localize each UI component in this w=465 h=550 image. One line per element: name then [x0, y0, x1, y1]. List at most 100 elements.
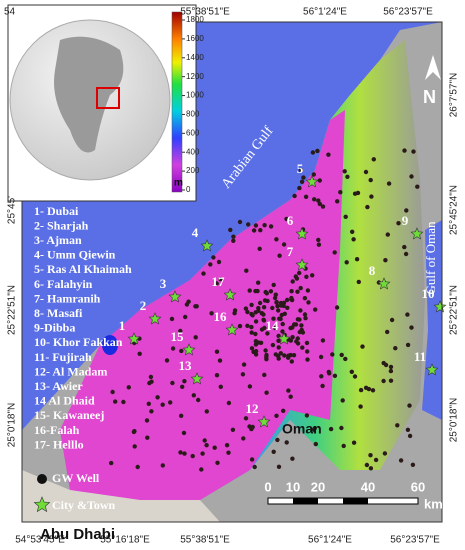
scale-bar [267, 497, 419, 505]
gw-well [217, 358, 223, 363]
marker-number: 16 [214, 309, 228, 324]
gw-well [237, 219, 243, 225]
coord-label: 55°16'18"E [100, 535, 150, 546]
gw-well [218, 277, 223, 282]
place-entry: 12- Al Madam [34, 364, 107, 378]
place-entry: 1- Dubai [34, 204, 79, 218]
north-arrow [425, 55, 441, 80]
gw-well [276, 345, 281, 350]
coord-label: 54 [4, 7, 16, 18]
elevation-tick-label: 400 [186, 147, 200, 156]
scale-tick-label: 10 [286, 479, 300, 494]
gw-well [183, 314, 188, 320]
gw-well [148, 374, 154, 380]
place-entry: 11- Fujirah [34, 350, 92, 364]
gw-well [201, 271, 206, 276]
gw-well [168, 400, 173, 405]
gw-well [273, 292, 278, 297]
gw-well [170, 380, 175, 386]
gw-well [274, 413, 279, 418]
gw-well [385, 329, 390, 335]
city-star [200, 239, 214, 252]
symbol-label: GW Well [52, 471, 100, 485]
gw-well [277, 253, 282, 258]
elevation-tick-label: 1000 [186, 91, 204, 100]
gw-well [180, 384, 185, 389]
gw-well [293, 274, 298, 279]
gw-well [358, 404, 363, 409]
gw-well [149, 409, 154, 414]
gw-well [241, 362, 247, 367]
gw-well [202, 438, 207, 443]
gw-well [204, 409, 209, 414]
place-entry: 13- Awier [34, 379, 83, 393]
gw-well [196, 397, 201, 403]
marker-number: 6 [287, 213, 294, 228]
city-star [257, 415, 271, 428]
gw-well [275, 303, 280, 309]
gw-well [258, 228, 263, 233]
gw-well [278, 351, 283, 356]
elevation-tick-label: 1400 [186, 53, 204, 62]
scale-bar-segment [293, 498, 318, 504]
city-star [223, 288, 237, 301]
gw-well [310, 150, 316, 155]
gw-well [320, 338, 326, 343]
gw-well [349, 369, 354, 374]
city-star [305, 175, 319, 188]
marker-number: 13 [179, 358, 193, 373]
gw-well [407, 403, 412, 408]
gw-well [181, 430, 187, 436]
gw-well [249, 457, 255, 462]
city-star [190, 372, 204, 385]
gw-well [249, 302, 254, 308]
gw-well [216, 259, 222, 265]
gw-well [132, 444, 137, 449]
gw-well [286, 353, 291, 358]
elevation-tick-label: 1200 [186, 72, 204, 81]
marker-number: 2 [140, 298, 147, 313]
gw-well [344, 260, 349, 265]
city-star [410, 227, 424, 240]
gw-well [300, 330, 306, 335]
place-entry: 14 Al Dhaid [34, 394, 95, 408]
place-entry: 6- Falahyin [34, 277, 93, 291]
gw-well [178, 328, 183, 334]
gw-well [402, 244, 407, 250]
gw-well [264, 390, 269, 395]
gw-well [335, 199, 340, 204]
coord-label: 25°0'18"N [449, 398, 460, 443]
gw-well [262, 325, 267, 331]
city-star [33, 496, 51, 513]
gw-well [282, 353, 287, 358]
gw-well [215, 460, 220, 465]
city-star [295, 227, 309, 240]
gw-well [250, 424, 255, 430]
land-lowland [60, 110, 345, 500]
gw-well [403, 251, 409, 257]
coord-label: 25°45'24"N [449, 185, 460, 235]
gw-well [276, 356, 281, 361]
gw-well [231, 238, 236, 243]
gw-well [382, 451, 388, 456]
gw-well [385, 232, 390, 237]
elevation-tick-label: 600 [186, 128, 200, 137]
gw-well [237, 323, 243, 329]
marker-number: 17 [212, 274, 226, 289]
gw-well [317, 201, 322, 207]
study-area-box [96, 87, 120, 109]
gw-well [316, 242, 322, 247]
gw-well [155, 395, 160, 400]
gw-well [373, 457, 379, 463]
gw-well [281, 242, 287, 247]
gw-well [252, 464, 257, 470]
gw-well [407, 433, 413, 439]
gw-well [280, 321, 285, 327]
elevation-tick-label: 0 [186, 185, 191, 194]
gw-well [249, 324, 254, 330]
gw-well [274, 237, 279, 242]
lake [102, 335, 118, 355]
gw-well [395, 423, 400, 428]
gw-well [330, 352, 335, 357]
gw-well [245, 309, 250, 315]
